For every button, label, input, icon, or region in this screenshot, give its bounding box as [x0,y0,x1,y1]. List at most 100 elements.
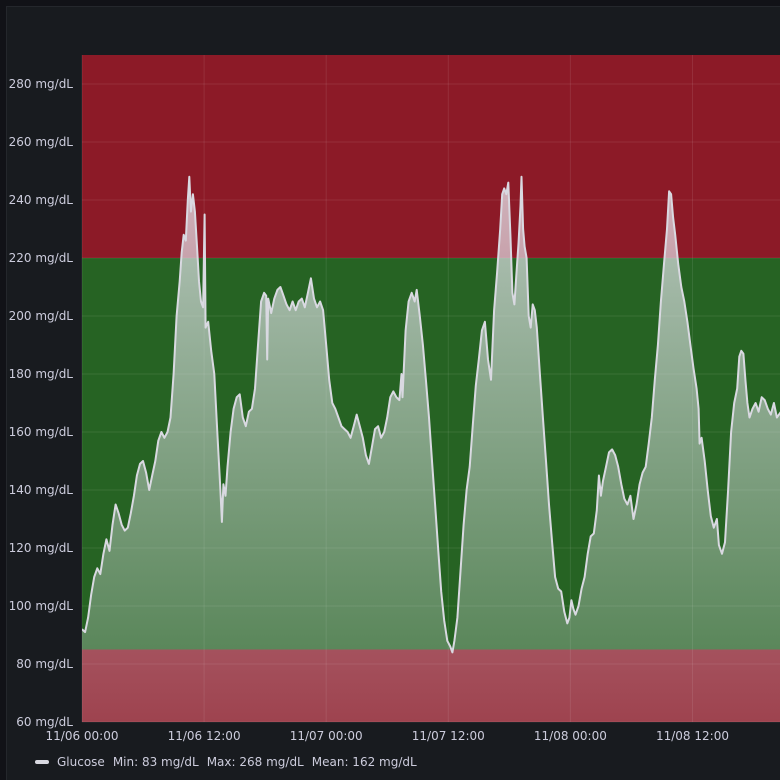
data-point [111,524,114,526]
data-point [683,300,685,303]
data-point [718,544,720,546]
data-point [584,576,586,578]
data-point [185,240,187,242]
glucose-chart[interactable]: 60 mg/dL 80 mg/dL 100 mg/dL 120 mg/dL 140 mg… [7,7,780,747]
data-point [353,425,355,427]
data-point [163,437,165,439]
y-tick-label: 60 mg/dL [16,715,73,729]
data-point [764,399,766,401]
data-point [245,425,247,427]
data-point [463,524,465,526]
data-point [87,617,89,619]
data-point [617,466,619,468]
data-point [593,532,595,535]
data-point [539,373,541,375]
data-point [221,521,223,523]
data-point [292,300,294,303]
legend-series-name[interactable]: Glucose [57,755,105,769]
data-point [188,176,190,178]
data-point [716,518,718,520]
x-tick-label: 11/08 12:00 [656,729,729,743]
data-point [623,498,625,500]
data-point [371,445,373,448]
data-point [727,489,729,491]
data-point [557,588,559,590]
data-point [466,489,468,491]
data-point [724,541,726,543]
data-point [590,535,592,538]
data-point [276,289,278,291]
data-point [570,599,573,601]
data-point [596,509,598,511]
x-tick-label: 11/08 00:00 [534,729,607,743]
data-point [207,321,209,323]
data-point [176,315,178,317]
threshold-band-2 [82,55,780,258]
data-point [124,530,126,532]
data-point [210,350,212,352]
data-point [331,402,333,404]
data-point [519,205,522,207]
legend[interactable]: Glucose Min: 83 mg/dL Max: 268 mg/dL Mea… [35,755,417,769]
data-point [453,640,455,642]
data-point [738,356,740,358]
data-point [411,292,413,294]
data-point [304,306,306,308]
data-point [428,416,430,419]
data-point [359,425,361,427]
data-point [635,503,638,506]
data-point [496,271,498,274]
data-point [398,399,400,401]
y-tick-label: 260 mg/dL [9,135,74,149]
data-point [383,431,385,433]
data-point [501,193,503,195]
data-point [365,454,367,456]
data-point [686,321,689,323]
data-point [374,428,376,430]
y-tick-label: 200 mg/dL [9,309,74,323]
data-point [181,251,183,253]
data-point [395,396,397,398]
data-point [736,387,738,390]
data-point [443,619,445,622]
data-point [755,402,757,404]
data-point [213,373,215,375]
data-point [196,245,198,247]
data-point [581,588,583,590]
data-point [257,344,259,346]
data-point [200,300,202,303]
data-point [93,576,95,578]
data-point [239,393,241,395]
x-tick-label: 11/06 12:00 [168,729,241,743]
data-point [166,431,169,433]
data-point [226,466,229,468]
data-point [198,280,200,282]
legend-min: Min: 83 mg/dL [112,755,199,769]
data-point [202,306,204,308]
data-point [301,298,303,300]
data-point [386,416,388,419]
data-point [517,242,520,245]
data-point [548,503,550,506]
data-point [270,312,272,314]
data-point [219,489,221,491]
data-point [563,611,565,613]
data-point [425,379,427,381]
data-point [319,300,321,303]
data-point [733,402,735,404]
data-point [282,295,285,297]
data-point [577,605,580,607]
data-point [298,300,300,303]
series-layer [82,175,780,722]
data-point [629,495,632,497]
data-point [183,234,185,236]
data-point [190,211,192,213]
data-point [524,245,526,247]
y-tick-label: 140 mg/dL [9,483,74,497]
data-point [266,358,268,361]
data-point [265,295,267,297]
data-point [574,614,577,616]
data-point [422,344,424,346]
data-point [224,495,227,497]
data-point [251,408,253,410]
